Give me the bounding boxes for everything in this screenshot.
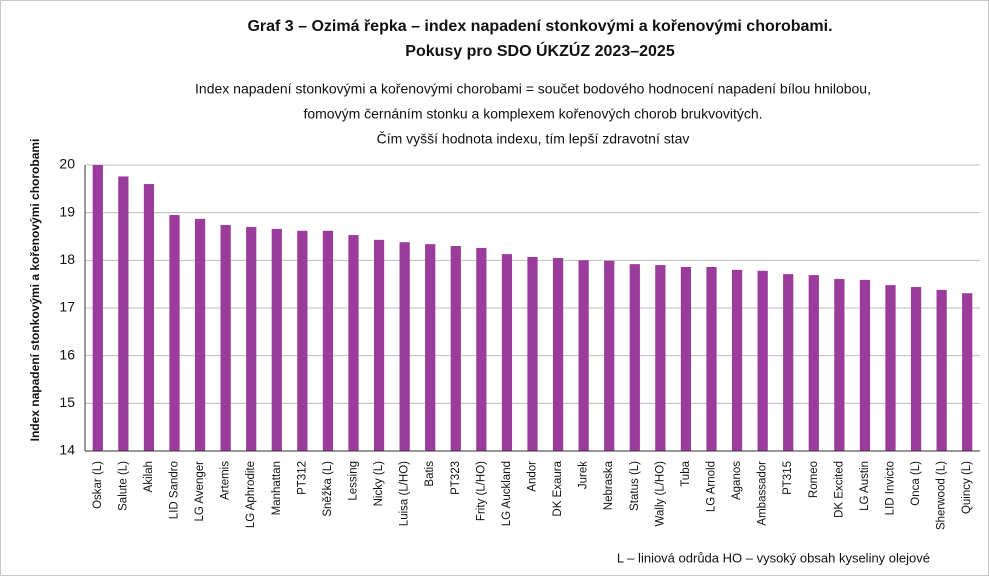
- chart-title: Graf 3 – Ozimá řepka – index napadení st…: [247, 18, 832, 35]
- bar: [808, 275, 819, 451]
- x-tick-label: Batis: [424, 461, 436, 487]
- x-tick-label: Romeo: [808, 461, 820, 498]
- x-tick-label: LG Arnold: [706, 461, 718, 512]
- y-tick-label: 19: [59, 203, 75, 219]
- x-tick-label: Luisa (L/HO): [399, 461, 411, 526]
- x-tick-label: Oskar (L): [92, 461, 104, 509]
- x-tick-label: PT323: [450, 461, 462, 495]
- bar: [655, 265, 666, 451]
- x-tick-label: Sněžka (L): [322, 461, 334, 517]
- bar: [118, 176, 129, 451]
- x-tick-label: Tuba: [680, 460, 692, 486]
- x-tick-label: Nicky (L): [373, 461, 385, 507]
- x-tick-label: LG Avenger: [194, 461, 206, 522]
- bar: [527, 256, 538, 451]
- bar: [604, 260, 615, 451]
- bar: [322, 230, 334, 451]
- x-tick-label: LG Aphrodite: [245, 461, 257, 528]
- bar: [450, 246, 461, 451]
- y-tick-label: 14: [59, 442, 75, 458]
- annotation: L – liniová odrůda HO – vysoký obsah kys…: [617, 550, 930, 565]
- x-tick-label: Frity (L/HO): [475, 461, 487, 521]
- bar: [578, 260, 589, 451]
- subtitle: Čím vyšší hodnota indexu, tím lepší zdra…: [377, 131, 690, 147]
- x-tick-label: PT315: [782, 461, 794, 495]
- bar: [859, 279, 871, 451]
- subtitle: Index napadení stonkovými a kořenovými c…: [195, 81, 871, 97]
- x-tick-label: Wally (L/HO): [654, 461, 666, 527]
- bar: [783, 274, 794, 451]
- bar: [680, 267, 692, 451]
- chart-title: Pokusy pro SDO ÚKZÚZ 2023–2025: [405, 41, 675, 60]
- x-tick-label: LID Sandro: [169, 461, 181, 519]
- x-tick-label: Andor: [527, 461, 539, 492]
- x-tick-label: Quincy (L): [961, 461, 973, 514]
- bar: [834, 278, 845, 451]
- y-tick-label: 20: [59, 156, 75, 172]
- y-tick-label: 17: [59, 299, 75, 315]
- bar: [757, 270, 768, 451]
- x-tick-label: LG Austin: [859, 461, 871, 511]
- bar: [271, 228, 282, 451]
- x-tick-label: LG Auckland: [501, 461, 513, 526]
- bar: [910, 287, 922, 451]
- x-tick-label: Akilah: [143, 461, 155, 492]
- bar: [348, 235, 359, 451]
- x-tick-label: Nebraska: [603, 460, 615, 510]
- x-tick-label: LID Invicto: [885, 461, 897, 515]
- bar: [629, 264, 640, 451]
- bar: [399, 242, 410, 451]
- bar: [220, 225, 231, 451]
- bar: [501, 254, 513, 451]
- bar: [885, 285, 896, 451]
- x-tick-label: Onca (L): [910, 461, 922, 506]
- bar: [169, 215, 180, 451]
- bar: [425, 244, 436, 451]
- bar: [476, 247, 487, 451]
- bar: [962, 293, 973, 451]
- x-tick-label: Artemis: [220, 461, 232, 500]
- y-axis-label: Index napadení stonkovými a kořenovými c…: [28, 139, 42, 442]
- bar: [143, 184, 155, 452]
- x-tick-label: Ambassador: [757, 461, 769, 526]
- bar: [373, 239, 385, 451]
- x-tick-label: DK Excited: [833, 461, 845, 518]
- bar: [552, 257, 564, 451]
- y-tick-label: 18: [59, 251, 75, 267]
- x-tick-label: Salute (L): [117, 461, 129, 511]
- x-tick-label: Status (L): [629, 461, 641, 511]
- x-tick-label: Aganos: [731, 461, 743, 500]
- bar: [246, 226, 257, 451]
- bar: [706, 267, 717, 451]
- bar: [92, 165, 103, 451]
- x-tick-label: PT312: [296, 461, 308, 495]
- x-tick-label: Sherwood (L): [936, 461, 948, 530]
- subtitle: fomovým černáním stonku a komplexem koře…: [303, 106, 762, 122]
- bar: [297, 230, 308, 451]
- y-tick-label: 16: [59, 346, 75, 362]
- bar: [936, 289, 947, 451]
- x-tick-label: Jurek: [578, 461, 590, 489]
- bar: [731, 269, 743, 451]
- bar: [194, 218, 206, 451]
- x-tick-label: Manhattan: [271, 461, 283, 515]
- x-tick-label: DK Exaura: [552, 460, 564, 516]
- x-tick-label: Lessing: [348, 461, 360, 501]
- y-tick-label: 15: [59, 394, 75, 410]
